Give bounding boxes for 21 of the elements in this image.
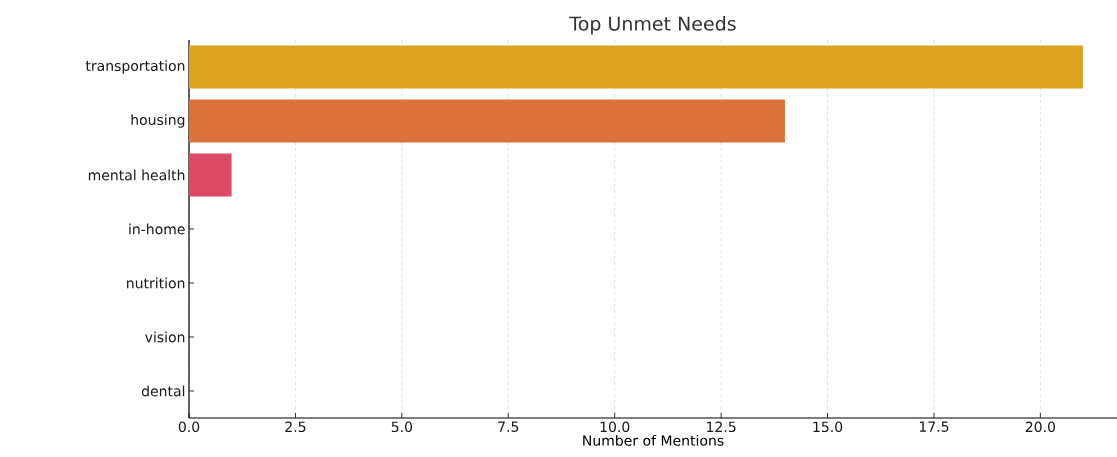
y-tick-label: mental health [88,169,185,181]
y-tick-label: housing [131,114,185,128]
x-tick-label: 2.5 [285,421,306,433]
x-tick-label: 5.0 [391,421,413,433]
x-tick-label: 7.5 [498,421,519,432]
y-tick-label: nutrition [127,277,185,289]
x-tick-label: 10.0 [600,421,630,433]
bar [189,153,232,197]
y-tick-label: in-home [129,223,185,235]
x-tick-label: 0.0 [178,421,200,433]
y-tick-label: transportation [85,60,185,74]
chart-title: Top Unmet Needs [569,16,736,35]
y-tick-label: vision [145,331,185,343]
x-axis-title: Number of Mentions [583,434,724,446]
x-tick-label: 12.5 [707,421,736,433]
y-tick-label: dental [141,385,185,397]
bar [189,45,1083,89]
x-tick-label: 20.0 [1025,421,1056,433]
bar [189,99,785,143]
x-tick-label: 17.5 [919,421,949,432]
x-tick-label: 15.0 [813,421,843,433]
